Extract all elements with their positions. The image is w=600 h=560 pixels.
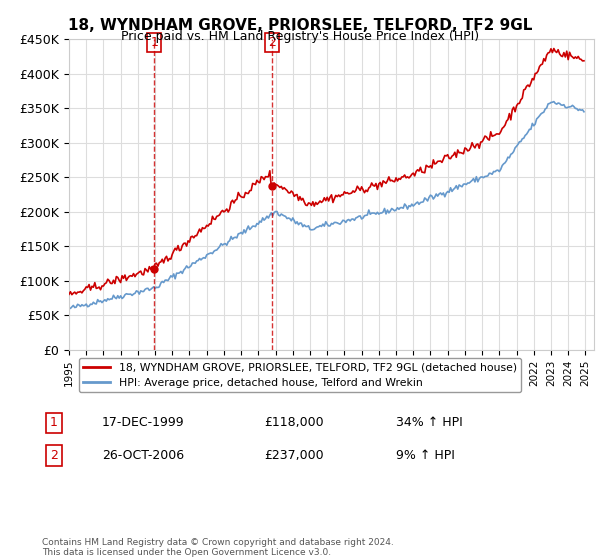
Text: 1: 1 [151,36,158,49]
Text: 2: 2 [268,36,276,49]
Text: £237,000: £237,000 [264,449,323,462]
Text: 17-DEC-1999: 17-DEC-1999 [102,416,185,430]
Text: 18, WYNDHAM GROVE, PRIORSLEE, TELFORD, TF2 9GL: 18, WYNDHAM GROVE, PRIORSLEE, TELFORD, T… [68,18,532,33]
Text: Contains HM Land Registry data © Crown copyright and database right 2024.
This d: Contains HM Land Registry data © Crown c… [42,538,394,557]
Text: £118,000: £118,000 [264,416,323,430]
Text: 26-OCT-2006: 26-OCT-2006 [102,449,184,462]
Text: 1: 1 [50,416,58,430]
Legend: 18, WYNDHAM GROVE, PRIORSLEE, TELFORD, TF2 9GL (detached house), HPI: Average pr: 18, WYNDHAM GROVE, PRIORSLEE, TELFORD, T… [79,358,521,392]
Text: 34% ↑ HPI: 34% ↑ HPI [396,416,463,430]
Text: Price paid vs. HM Land Registry's House Price Index (HPI): Price paid vs. HM Land Registry's House … [121,30,479,43]
Text: 9% ↑ HPI: 9% ↑ HPI [396,449,455,462]
Text: 2: 2 [50,449,58,462]
